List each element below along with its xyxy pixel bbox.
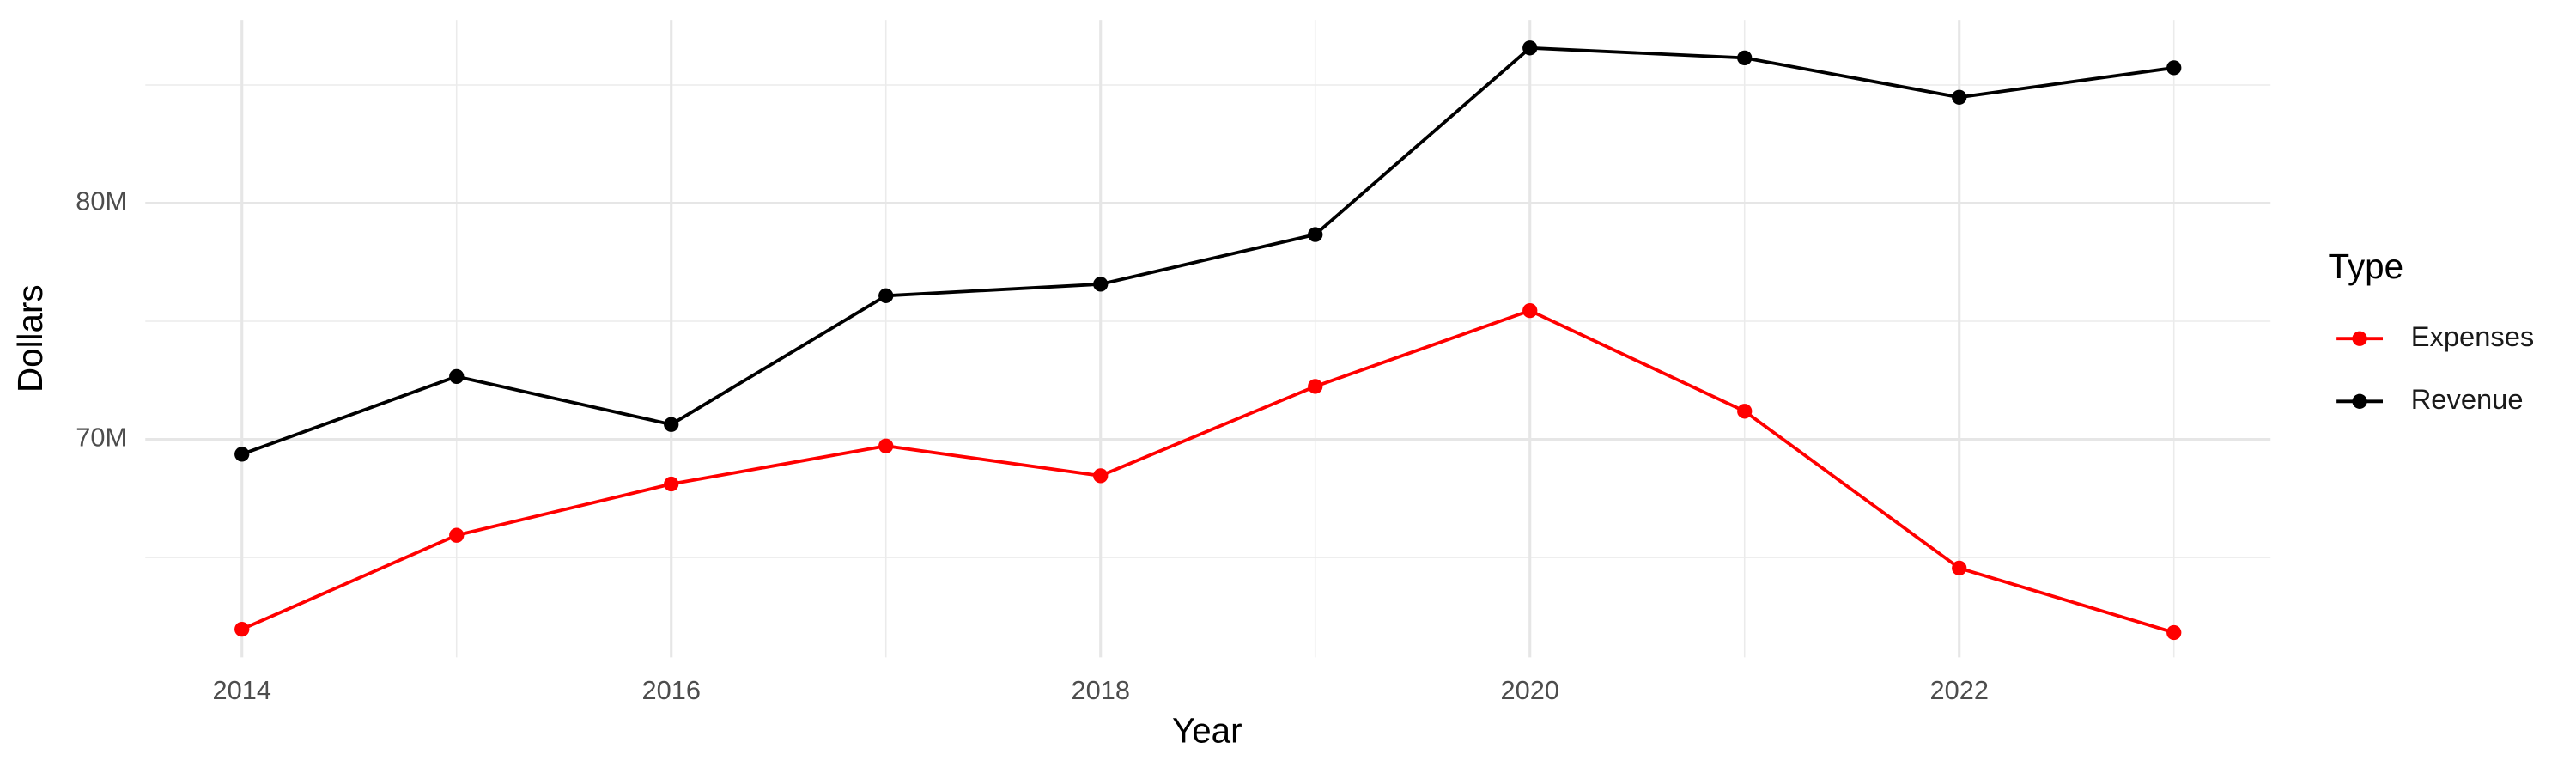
x-tick-label: 2018 [1072, 675, 1130, 705]
data-point [1952, 560, 1967, 576]
data-point [1522, 40, 1538, 56]
plot-marks [234, 40, 2182, 641]
x-tick-label: 2016 [642, 675, 701, 705]
data-point [2166, 624, 2182, 641]
y-tick-label: 80M [76, 186, 127, 216]
grid: 70M 80M 2014 2016 2018 2020 2022 [76, 20, 2271, 705]
data-point [1737, 50, 1753, 66]
series-line [241, 46, 2174, 456]
data-point [2166, 60, 2182, 76]
data-point [878, 438, 894, 453]
legend-title: Type [2329, 247, 2404, 286]
legend-key-point [2352, 393, 2367, 409]
legend-label: Revenue [2411, 383, 2524, 415]
data-point [1308, 227, 1323, 242]
data-point [1093, 468, 1109, 484]
data-point [1522, 302, 1538, 319]
data-point [234, 622, 250, 637]
data-point [664, 417, 679, 432]
data-point [1737, 404, 1753, 419]
data-point [1308, 379, 1323, 394]
data-point [449, 527, 465, 543]
data-point [1952, 89, 1967, 105]
data-point [234, 447, 250, 462]
x-axis-title: Year [1172, 711, 1242, 751]
x-tick-label: 2014 [213, 675, 271, 705]
y-tick-label: 70M [76, 423, 127, 453]
legend: Type Expenses Revenue [2329, 247, 2535, 415]
y-axis-title: Dollars [10, 284, 50, 393]
data-point [664, 476, 679, 492]
data-point [1093, 277, 1109, 292]
data-point [449, 368, 465, 385]
legend-key-point [2352, 331, 2367, 346]
x-tick-label: 2022 [1930, 675, 1989, 705]
series-line [240, 308, 2175, 635]
x-tick-label: 2020 [1501, 675, 1559, 705]
legend-label: Expenses [2411, 320, 2535, 352]
data-point [878, 288, 894, 303]
